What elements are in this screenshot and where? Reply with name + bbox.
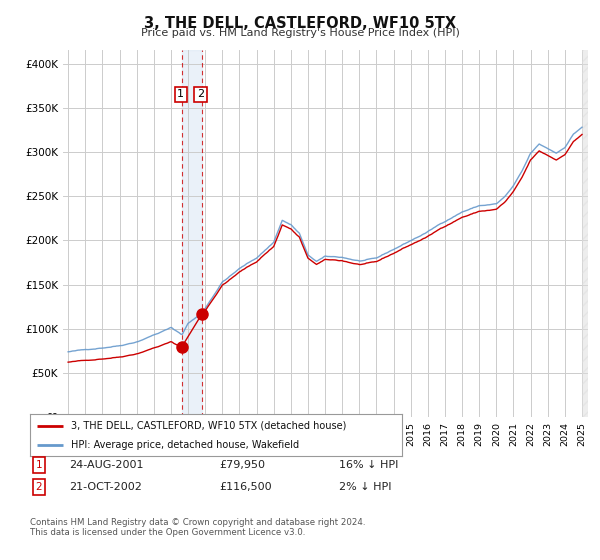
Text: 3, THE DELL, CASTLEFORD, WF10 5TX: 3, THE DELL, CASTLEFORD, WF10 5TX [144,16,456,31]
Text: £116,500: £116,500 [219,482,272,492]
Text: 3, THE DELL, CASTLEFORD, WF10 5TX (detached house): 3, THE DELL, CASTLEFORD, WF10 5TX (detac… [71,421,346,431]
Text: HPI: Average price, detached house, Wakefield: HPI: Average price, detached house, Wake… [71,440,299,450]
Text: £79,950: £79,950 [219,460,265,470]
Text: 24-AUG-2001: 24-AUG-2001 [69,460,143,470]
Text: Contains HM Land Registry data © Crown copyright and database right 2024.
This d: Contains HM Land Registry data © Crown c… [30,518,365,538]
Text: 1: 1 [35,460,43,470]
Text: 2: 2 [197,90,204,100]
Text: 16% ↓ HPI: 16% ↓ HPI [339,460,398,470]
Text: 2: 2 [35,482,43,492]
Bar [182,50,202,417]
Text: 2% ↓ HPI: 2% ↓ HPI [339,482,391,492]
Text: 1: 1 [177,90,184,100]
Text: 21-OCT-2002: 21-OCT-2002 [69,482,142,492]
Text: Price paid vs. HM Land Registry's House Price Index (HPI): Price paid vs. HM Land Registry's House … [140,28,460,38]
Bar [582,50,588,417]
